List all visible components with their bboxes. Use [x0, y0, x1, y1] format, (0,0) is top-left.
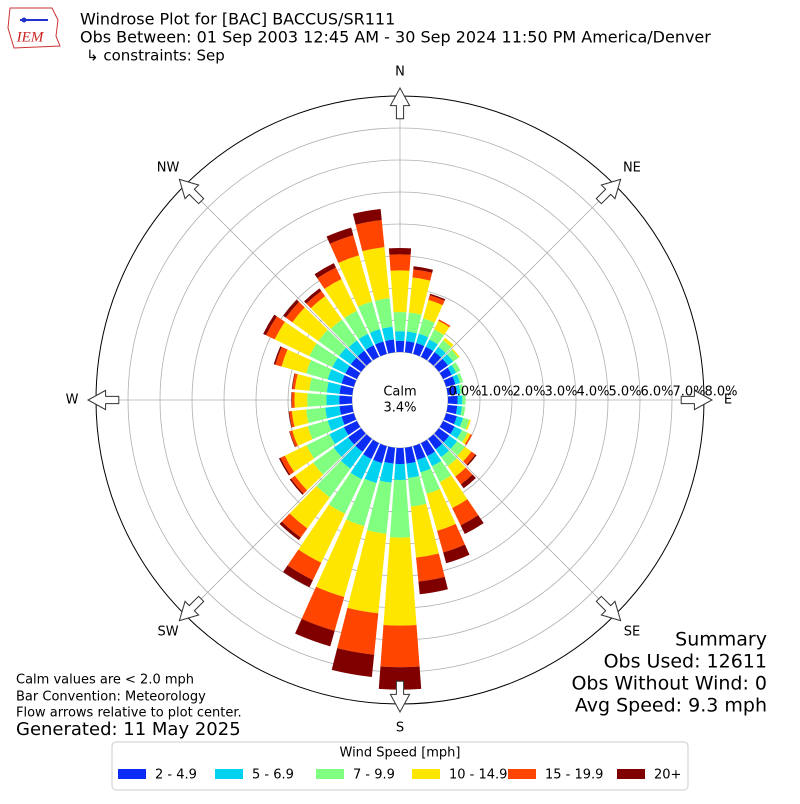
legend-swatch	[215, 769, 243, 779]
summary: Obs Used: 12611	[604, 651, 767, 673]
bar-segment	[292, 392, 295, 408]
legend-label: 2 - 4.9	[155, 768, 197, 783]
direction-label: N	[395, 65, 405, 80]
note: Bar Convention: Meteorology	[16, 690, 206, 705]
logo-text: IEM	[16, 29, 45, 45]
constraints: ↳ constraints: Sep	[86, 47, 225, 65]
summary: Obs Without Wind: 0	[571, 673, 767, 695]
chart-title: Windrose Plot for [BAC] BACCUS/SR111	[80, 10, 395, 29]
calm-label: Calm	[383, 385, 416, 400]
bar-segment	[407, 312, 422, 333]
bar-segment	[416, 554, 445, 582]
bar-segment	[389, 254, 410, 270]
summary: Avg Speed: 9.3 mph	[575, 695, 767, 717]
direction-label: NW	[157, 161, 180, 176]
bar-segment	[306, 408, 327, 424]
bar-segment	[395, 331, 405, 341]
bar-segment	[309, 378, 328, 393]
bar-segment	[337, 608, 378, 655]
flow-arrow	[88, 390, 119, 409]
bar-segment	[327, 382, 341, 394]
bar-segment	[385, 340, 395, 354]
bar-segment	[380, 625, 419, 667]
bar-segment	[326, 395, 339, 406]
flow-arrow	[179, 179, 203, 203]
legend-swatch	[316, 769, 344, 779]
r-tick-label: 1.0%	[480, 385, 513, 400]
legend-swatch	[118, 769, 146, 779]
flow-arrow	[179, 596, 203, 620]
flow-arrow	[390, 88, 409, 119]
legend-swatch	[412, 769, 440, 779]
r-tick-label: 5.0%	[608, 385, 641, 400]
r-tick-label: 8.0%	[704, 385, 737, 400]
direction-label: SW	[158, 624, 179, 639]
direction-label: NE	[623, 161, 641, 176]
bar-segment	[406, 332, 417, 343]
r-tick-label: 0.0%	[448, 385, 481, 400]
chart-subtitle: Obs Between: 01 Sep 2003 12:45 AM - 30 S…	[80, 28, 711, 47]
direction-label: S	[396, 721, 404, 736]
bar-segment	[380, 462, 394, 483]
bar-segment	[396, 341, 405, 352]
note: Calm values are < 2.0 mph	[16, 673, 194, 688]
legend-label: 10 - 14.9	[449, 768, 507, 783]
bar-segment	[395, 448, 404, 464]
bar-segment	[447, 405, 458, 414]
bar-segment	[394, 464, 406, 480]
bar-segment	[394, 312, 407, 331]
bar-segment	[295, 374, 312, 391]
legend-swatch	[617, 769, 645, 779]
bar-segment	[390, 480, 410, 538]
logo: IEM	[8, 8, 60, 48]
r-tick-label: 6.0%	[640, 385, 673, 400]
direction-label: E	[724, 393, 732, 408]
bar-segment	[382, 327, 394, 341]
bar-segment	[340, 385, 354, 395]
flow-arrow	[596, 596, 620, 620]
bar-segment	[405, 341, 415, 353]
bar-segment	[389, 248, 411, 255]
legend-label: 15 - 19.9	[545, 768, 603, 783]
direction-label: W	[66, 393, 79, 408]
calm-value: 3.4%	[383, 401, 416, 416]
r-tick-label: 4.0%	[576, 385, 609, 400]
bar-segment	[383, 537, 416, 625]
direction-label: SE	[624, 624, 640, 639]
bar-segment	[307, 393, 326, 407]
bar-segment	[340, 405, 354, 415]
bar-segment	[294, 392, 307, 407]
bar-segment	[406, 462, 419, 478]
bar-segment	[292, 410, 309, 427]
r-tick-label: 3.0%	[544, 385, 577, 400]
bar-segment	[339, 396, 352, 405]
summary: Summary	[675, 629, 767, 651]
flow-arrow	[596, 179, 620, 203]
legend-swatch	[508, 769, 536, 779]
bar-segment	[391, 270, 410, 312]
legend-title: Wind Speed [mph]	[340, 746, 461, 761]
bar-segment	[325, 406, 341, 418]
bar-segment	[356, 220, 385, 251]
generated: Generated: 11 May 2025	[16, 719, 241, 740]
legend-label: 5 - 6.9	[252, 768, 294, 783]
legend-label: 7 - 9.9	[353, 768, 395, 783]
r-tick-label: 2.0%	[512, 385, 545, 400]
legend-label: 20+	[654, 768, 681, 783]
